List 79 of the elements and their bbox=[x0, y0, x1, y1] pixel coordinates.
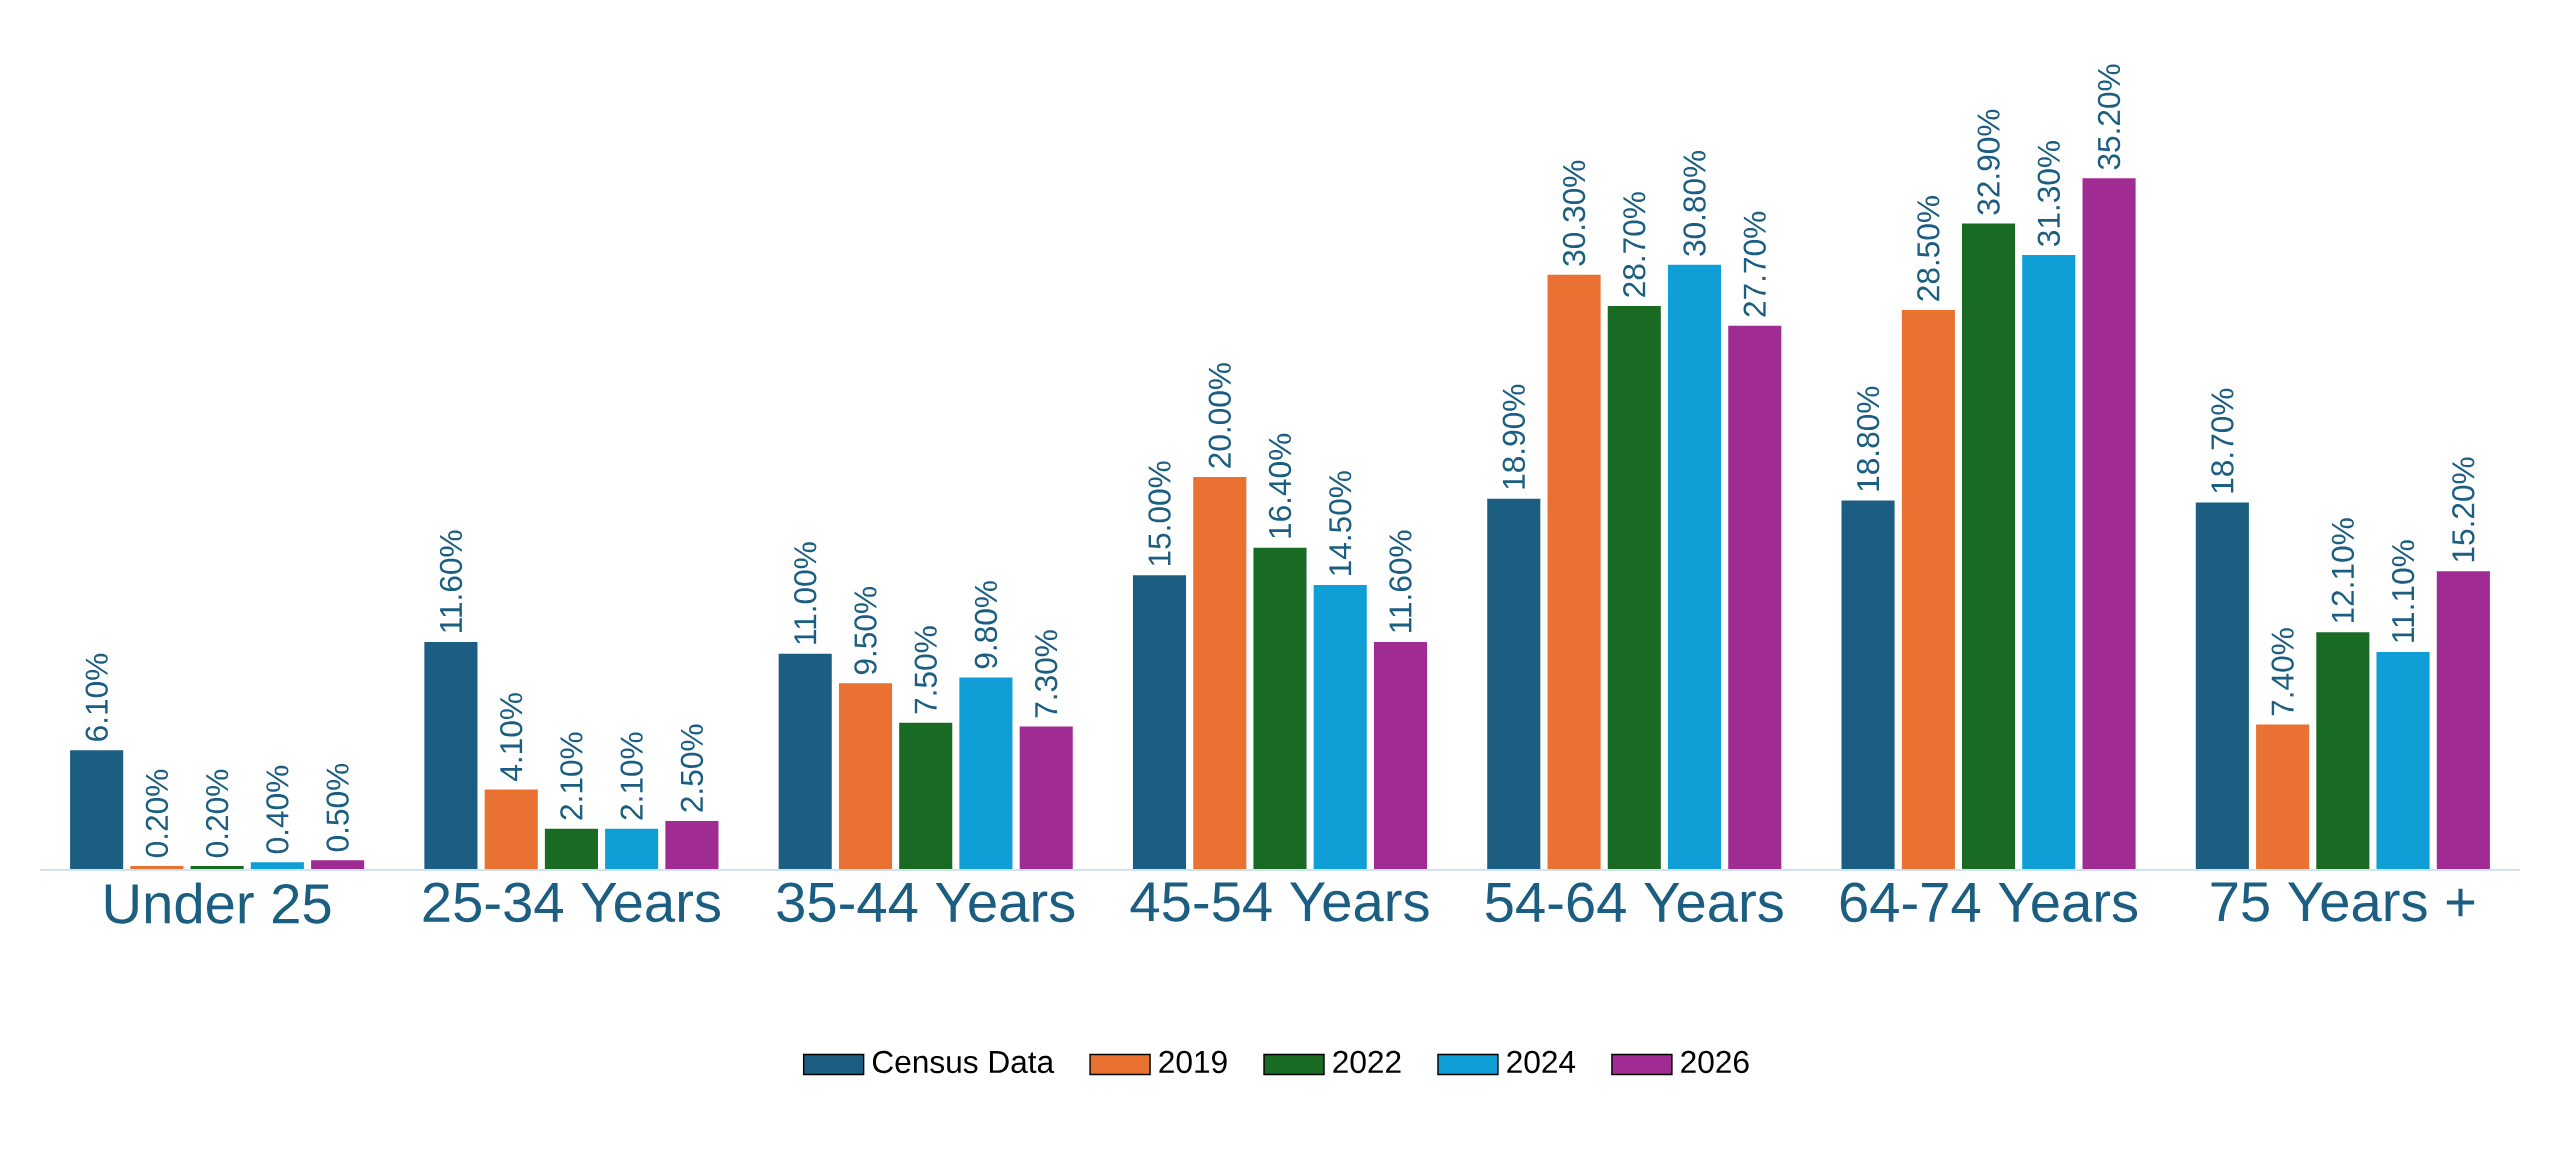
bar bbox=[2316, 632, 2370, 871]
data-label: 18.90% bbox=[1502, 384, 1526, 489]
legend-label: 2019 bbox=[1159, 1050, 1227, 1074]
data-label: 12.10% bbox=[2331, 518, 2355, 623]
bar bbox=[1841, 500, 1895, 871]
legend-label: Census Data bbox=[872, 1050, 1055, 1074]
x-tick-label: 64-74 Years bbox=[1840, 882, 2138, 923]
bar bbox=[778, 653, 832, 871]
legend-label: 2022 bbox=[1333, 1050, 1401, 1074]
data-label: 7.40% bbox=[2271, 628, 2294, 716]
data-label: 0.50% bbox=[326, 763, 349, 852]
data-label: 28.70% bbox=[1623, 192, 1646, 297]
data-label: 20.00% bbox=[1208, 363, 1231, 468]
data-label: 32.90% bbox=[1977, 109, 2000, 215]
bar bbox=[1132, 575, 1187, 871]
data-label: 18.80% bbox=[1856, 386, 1880, 491]
data-label: 18.70% bbox=[2211, 388, 2234, 493]
bar bbox=[2256, 724, 2310, 871]
bar bbox=[899, 722, 953, 871]
data-label: 14.50% bbox=[1329, 471, 1352, 575]
bar bbox=[1193, 477, 1247, 871]
x-tick-label: 54-64 Years bbox=[1485, 882, 1783, 923]
data-label: 31.30% bbox=[2037, 141, 2061, 247]
x-tick-label: Under 25 bbox=[105, 882, 331, 924]
bar bbox=[1667, 264, 1722, 871]
bar bbox=[838, 683, 893, 871]
bar bbox=[484, 789, 538, 871]
x-tick-label: 35-44 Years bbox=[777, 882, 1075, 923]
bar bbox=[2436, 571, 2490, 871]
data-label: 0.20% bbox=[205, 769, 229, 858]
data-label: 16.40% bbox=[1268, 433, 1292, 538]
data-label: 11.10% bbox=[2391, 540, 2415, 642]
bar bbox=[2082, 178, 2136, 871]
bar bbox=[2376, 651, 2430, 871]
data-label: 0.40% bbox=[266, 765, 289, 854]
data-label: 11.00% bbox=[794, 542, 817, 644]
data-label: 15.20% bbox=[2452, 457, 2475, 562]
bar bbox=[544, 828, 598, 871]
bar bbox=[70, 750, 124, 871]
bar bbox=[1962, 223, 2016, 871]
bar bbox=[1313, 585, 1367, 871]
bar bbox=[605, 828, 659, 871]
bar bbox=[1901, 309, 1955, 871]
data-label: 28.50% bbox=[1917, 196, 1940, 301]
bar bbox=[1487, 498, 1541, 871]
bar bbox=[1253, 547, 1307, 871]
bar bbox=[2195, 502, 2249, 871]
data-label: 6.10% bbox=[85, 653, 108, 741]
data-label: 2.10% bbox=[620, 732, 643, 820]
bar bbox=[1373, 642, 1428, 871]
data-label: 30.80% bbox=[1683, 150, 1706, 256]
data-label: 2.10% bbox=[560, 732, 583, 820]
data-label: 11.60% bbox=[1389, 530, 1412, 632]
bar bbox=[1607, 306, 1661, 871]
bar bbox=[1728, 325, 1782, 871]
x-tick-label: 45-54 Years bbox=[1130, 882, 1429, 922]
data-label: 35.20% bbox=[2097, 64, 2121, 170]
x-tick-label: 25-34 Years bbox=[423, 882, 720, 923]
bar bbox=[665, 820, 719, 871]
x-tick-label: 75 Years + bbox=[2211, 882, 2475, 922]
bar bbox=[1019, 726, 1073, 871]
data-label: 0.20% bbox=[145, 769, 169, 858]
data-label: 30.30% bbox=[1562, 160, 1586, 266]
data-label: 2.50% bbox=[680, 724, 704, 812]
bar bbox=[1547, 274, 1601, 871]
data-label: 9.80% bbox=[974, 581, 998, 669]
bar bbox=[2022, 254, 2076, 871]
data-label: 15.00% bbox=[1148, 461, 1171, 566]
bar bbox=[959, 677, 1013, 871]
data-label: 11.60% bbox=[439, 530, 463, 632]
data-label: 9.50% bbox=[854, 587, 877, 675]
data-label: 7.30% bbox=[1034, 630, 1058, 718]
bar bbox=[424, 642, 478, 871]
data-label: 4.10% bbox=[499, 693, 523, 781]
data-label: 27.70% bbox=[1743, 211, 1766, 317]
legend-label: 2024 bbox=[1507, 1050, 1576, 1074]
bar bbox=[311, 860, 365, 871]
data-label: 7.50% bbox=[914, 626, 937, 714]
legend-label: 2026 bbox=[1681, 1050, 1749, 1074]
